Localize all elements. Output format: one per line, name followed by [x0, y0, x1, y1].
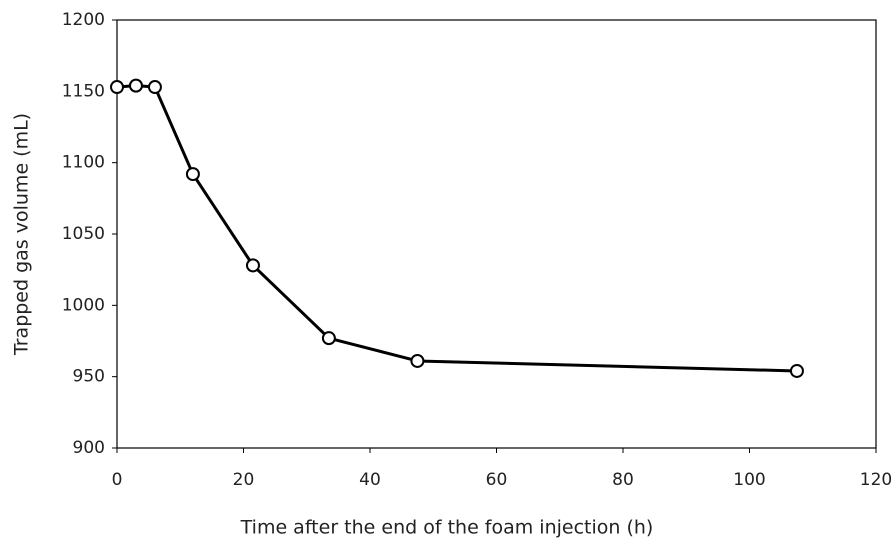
marker	[410, 353, 425, 368]
y-tick-label: 1100	[62, 153, 105, 173]
x-tick-label: 100	[733, 470, 765, 490]
marker	[110, 80, 124, 95]
marker	[128, 78, 143, 93]
y-tick-label: 900	[73, 438, 105, 458]
marker	[185, 167, 200, 182]
marker	[245, 258, 260, 273]
y-tick-label: 950	[73, 367, 105, 387]
x-tick-label: 60	[486, 470, 508, 490]
x-tick-label: 120	[860, 470, 892, 490]
y-tick-label: 1150	[62, 81, 105, 101]
marker	[147, 80, 162, 95]
x-tick-label: 40	[359, 470, 381, 490]
y-tick-label: 1050	[62, 224, 105, 244]
marker	[789, 363, 804, 378]
line	[116, 84, 797, 373]
y-tick-label: 1200	[62, 10, 105, 30]
y-axis-title: Trapped gas volume (mL)	[11, 113, 33, 356]
x-axis-title: Time after the end of the foam injection…	[240, 517, 654, 539]
x-tick-label: 0	[112, 470, 123, 490]
marker	[321, 331, 336, 346]
y-tick-label: 1000	[62, 295, 105, 315]
x-tick-label: 80	[612, 470, 634, 490]
x-tick-label: 20	[233, 470, 255, 490]
